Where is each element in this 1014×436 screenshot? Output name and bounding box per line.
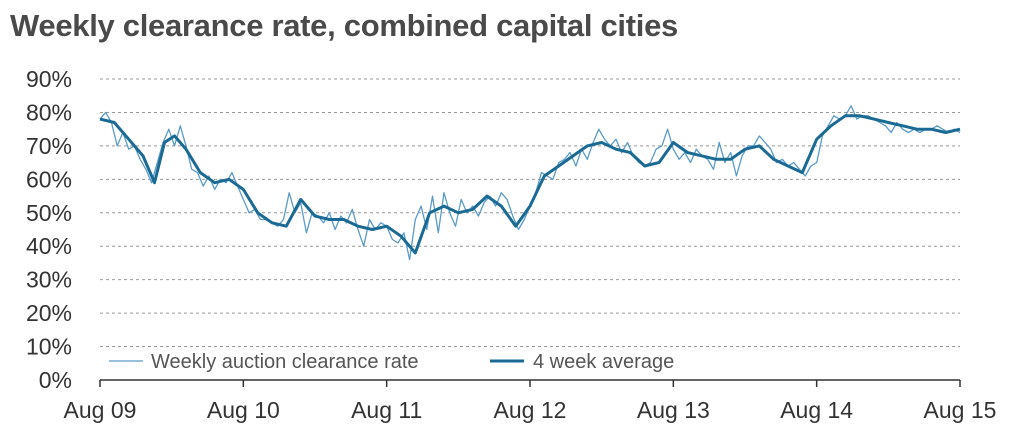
legend: Weekly auction clearance rate 4 week aver… xyxy=(109,351,674,373)
x-tick-label: Aug 10 xyxy=(207,397,280,423)
chart-title: Weekly clearance rate, combined capital … xyxy=(10,8,678,43)
series-lines xyxy=(99,105,961,261)
x-axis-tick-labels: Aug 09 Aug 10 Aug 11 Aug 12 Aug 13 Aug 14 Aug … xyxy=(64,397,997,423)
y-tick-label: 20% xyxy=(26,300,72,326)
x-tick-label: Aug 14 xyxy=(780,397,853,423)
x-tick-label: Aug 11 xyxy=(351,397,422,423)
x-tick-label: Aug 13 xyxy=(637,397,710,423)
legend-label-weekly: Weekly auction clearance rate xyxy=(151,351,419,373)
weekly-clearance-line xyxy=(99,105,961,261)
y-tick-label: 90% xyxy=(26,66,72,92)
y-tick-label: 50% xyxy=(26,200,72,226)
y-tick-label: 70% xyxy=(26,133,72,159)
y-tick-label: 10% xyxy=(26,334,72,360)
x-tick-label: Aug 09 xyxy=(64,397,137,423)
y-tick-label: 60% xyxy=(26,166,72,192)
y-tick-label: 40% xyxy=(26,233,72,259)
y-axis-tick-labels: 0% 10% 20% 30% 40% 50% 60% 70% 80% 90% xyxy=(26,66,72,393)
y-tick-label: 30% xyxy=(26,267,72,293)
x-tick-label: Aug 15 xyxy=(924,397,997,423)
x-tick-label: Aug 12 xyxy=(494,397,567,423)
y-tick-label: 80% xyxy=(26,99,72,125)
legend-label-average: 4 week average xyxy=(533,351,674,373)
y-tick-label: 0% xyxy=(39,367,72,393)
gridlines xyxy=(100,78,960,348)
four-week-average-line xyxy=(99,114,961,255)
x-axis xyxy=(99,379,961,387)
